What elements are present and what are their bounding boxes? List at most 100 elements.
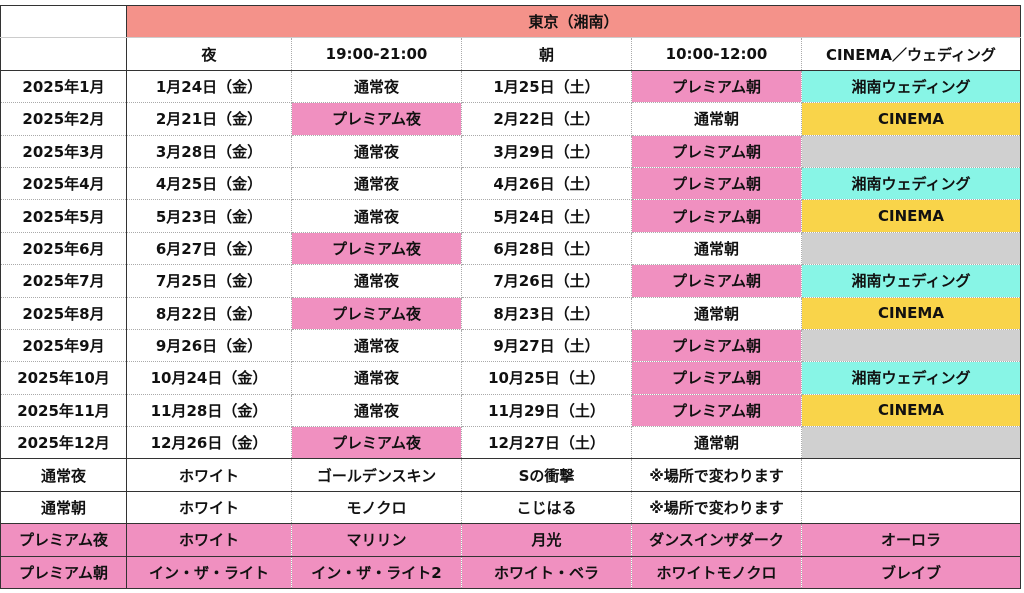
region-header-row: 東京（湘南） [0, 4, 1021, 39]
table-row: 2025年2月 2月21日（金） プレミアム夜 2月22日（土） 通常朝 CINEMA [0, 102, 1021, 136]
night-type-cell: 通常夜 [291, 199, 462, 233]
morning-type-cell: プレミアム朝 [631, 134, 802, 168]
morning-type-cell: プレミアム朝 [631, 264, 802, 298]
table-row: 2025年10月 10月24日（金） 通常夜 10月25日（土） プレミアム朝 湘南ウェデ… [0, 361, 1021, 395]
morning-type-cell: 通常朝 [631, 231, 802, 266]
cinema-wedding-cell: CINEMA [801, 102, 1021, 136]
night-date-cell: 6月27日（金） [126, 231, 292, 266]
table-row: 2025年5月 5月23日（金） 通常夜 5月24日（土） プレミアム朝 CINEMA [0, 199, 1021, 233]
column-header-0 [0, 37, 127, 71]
legend-cell: ダンスインザダーク [631, 523, 802, 557]
morning-date-cell: 2月22日（土） [461, 102, 632, 136]
legend-type: プレミアム朝 [0, 555, 127, 590]
legend-row: プレミアム朝 イン・ザ・ライト イン・ザ・ライト2 ホワイト・ベラ ホワイトモノクロ ブレ… [0, 555, 1021, 590]
legend-row: 通常朝 ホワイト モノクロ こじはる ※場所で変わります [0, 490, 1021, 525]
night-type-cell: プレミアム夜 [291, 426, 462, 460]
legend-cell: ホワイトモノクロ [631, 555, 802, 590]
night-date-cell: 7月25日（金） [126, 264, 292, 298]
night-date-cell: 10月24日（金） [126, 361, 292, 395]
morning-type-cell: プレミアム朝 [631, 393, 802, 428]
morning-date-cell: 7月26日（土） [461, 264, 632, 298]
morning-date-cell: 6月28日（土） [461, 231, 632, 266]
cinema-wedding-cell [801, 134, 1021, 168]
cinema-wedding-cell: 湘南ウェディング [801, 361, 1021, 395]
legend-cell [801, 458, 1021, 492]
morning-type-cell: 通常朝 [631, 102, 802, 136]
region-header: 東京（湘南） [126, 4, 1021, 39]
legend-cell: ブレイブ [801, 555, 1021, 590]
morning-type-cell: プレミアム朝 [631, 166, 802, 201]
corner-cell [0, 4, 127, 39]
legend-cell: ホワイト [126, 523, 292, 557]
night-type-cell: プレミアム夜 [291, 296, 462, 330]
night-date-cell: 8月22日（金） [126, 296, 292, 330]
legend-type: 通常夜 [0, 458, 127, 492]
night-type-cell: 通常夜 [291, 393, 462, 428]
night-type-cell: プレミアム夜 [291, 102, 462, 136]
morning-date-cell: 8月23日（土） [461, 296, 632, 330]
morning-date-cell: 3月29日（土） [461, 134, 632, 168]
table-row: 2025年12月 12月26日（金） プレミアム夜 12月27日（土） 通常朝 [0, 426, 1021, 460]
cinema-wedding-cell [801, 231, 1021, 266]
table-row: 2025年6月 6月27日（金） プレミアム夜 6月28日（土） 通常朝 [0, 231, 1021, 266]
legend-cell: 月光 [461, 523, 632, 557]
night-type-cell: 通常夜 [291, 166, 462, 201]
month-cell: 2025年2月 [0, 102, 127, 136]
cinema-wedding-cell: CINEMA [801, 199, 1021, 233]
month-cell: 2025年7月 [0, 264, 127, 298]
night-type-cell: 通常夜 [291, 328, 462, 363]
table-row: 2025年4月 4月25日（金） 通常夜 4月26日（土） プレミアム朝 湘南ウェディング [0, 166, 1021, 201]
night-type-cell: 通常夜 [291, 134, 462, 168]
legend-row: 通常夜 ホワイト ゴールデンスキン Sの衝撃 ※場所で変わります [0, 458, 1021, 492]
table-row: 2025年8月 8月22日（金） プレミアム夜 8月23日（土） 通常朝 CINEMA [0, 296, 1021, 330]
legend-cell: ホワイト・ベラ [461, 555, 632, 590]
legend-type: 通常朝 [0, 490, 127, 525]
morning-type-cell: 通常朝 [631, 296, 802, 330]
legend-cell: ※場所で変わります [631, 490, 802, 525]
night-date-cell: 5月23日（金） [126, 199, 292, 233]
legend-cell [801, 490, 1021, 525]
month-cell: 2025年11月 [0, 393, 127, 428]
legend-cell: ホワイト [126, 490, 292, 525]
column-header-2: 19:00-21:00 [291, 37, 462, 71]
legend-cell: マリリン [291, 523, 462, 557]
morning-date-cell: 10月25日（土） [461, 361, 632, 395]
night-type-cell: 通常夜 [291, 361, 462, 395]
table-row: 2025年11月 11月28日（金） 通常夜 11月29日（土） プレミアム朝 CINEM… [0, 393, 1021, 428]
morning-date-cell: 5月24日（土） [461, 199, 632, 233]
legend-cell: イン・ザ・ライト [126, 555, 292, 590]
night-date-cell: 12月26日（金） [126, 426, 292, 460]
cinema-wedding-cell: 湘南ウェディング [801, 166, 1021, 201]
night-date-cell: 3月28日（金） [126, 134, 292, 168]
cinema-wedding-cell: CINEMA [801, 296, 1021, 330]
cinema-wedding-cell [801, 328, 1021, 363]
night-type-cell: 通常夜 [291, 69, 462, 104]
legend-cell: イン・ザ・ライト2 [291, 555, 462, 590]
legend-cell: Sの衝撃 [461, 458, 632, 492]
night-date-cell: 11月28日（金） [126, 393, 292, 428]
cinema-wedding-cell: 湘南ウェディング [801, 69, 1021, 104]
morning-date-cell: 1月25日（土） [461, 69, 632, 104]
morning-type-cell: 通常朝 [631, 426, 802, 460]
column-header-3: 朝 [461, 37, 632, 71]
month-cell: 2025年5月 [0, 199, 127, 233]
month-cell: 2025年9月 [0, 328, 127, 363]
cinema-wedding-cell: 湘南ウェディング [801, 264, 1021, 298]
morning-type-cell: プレミアム朝 [631, 328, 802, 363]
night-type-cell: 通常夜 [291, 264, 462, 298]
legend-cell: ※場所で変わります [631, 458, 802, 492]
column-header-1: 夜 [126, 37, 292, 71]
morning-date-cell: 4月26日（土） [461, 166, 632, 201]
morning-type-cell: プレミアム朝 [631, 69, 802, 104]
night-date-cell: 1月24日（金） [126, 69, 292, 104]
table-row: 2025年7月 7月25日（金） 通常夜 7月26日（土） プレミアム朝 湘南ウェディング [0, 264, 1021, 298]
morning-type-cell: プレミアム朝 [631, 361, 802, 395]
column-header-row: 夜 19:00-21:00 朝 10:00-12:00 CINEMA／ウェディング [0, 37, 1021, 71]
legend-cell: モノクロ [291, 490, 462, 525]
table-row: 2025年3月 3月28日（金） 通常夜 3月29日（土） プレミアム朝 [0, 134, 1021, 168]
legend-cell: こじはる [461, 490, 632, 525]
morning-date-cell: 11月29日（土） [461, 393, 632, 428]
table-row: 2025年9月 9月26日（金） 通常夜 9月27日（土） プレミアム朝 [0, 328, 1021, 363]
schedule-table: 東京（湘南） 夜 19:00-21:00 朝 10:00-12:00 CINEMA／ウェ… [0, 4, 1021, 590]
table-row: 2025年1月 1月24日（金） 通常夜 1月25日（土） プレミアム朝 湘南ウェディング [0, 69, 1021, 104]
